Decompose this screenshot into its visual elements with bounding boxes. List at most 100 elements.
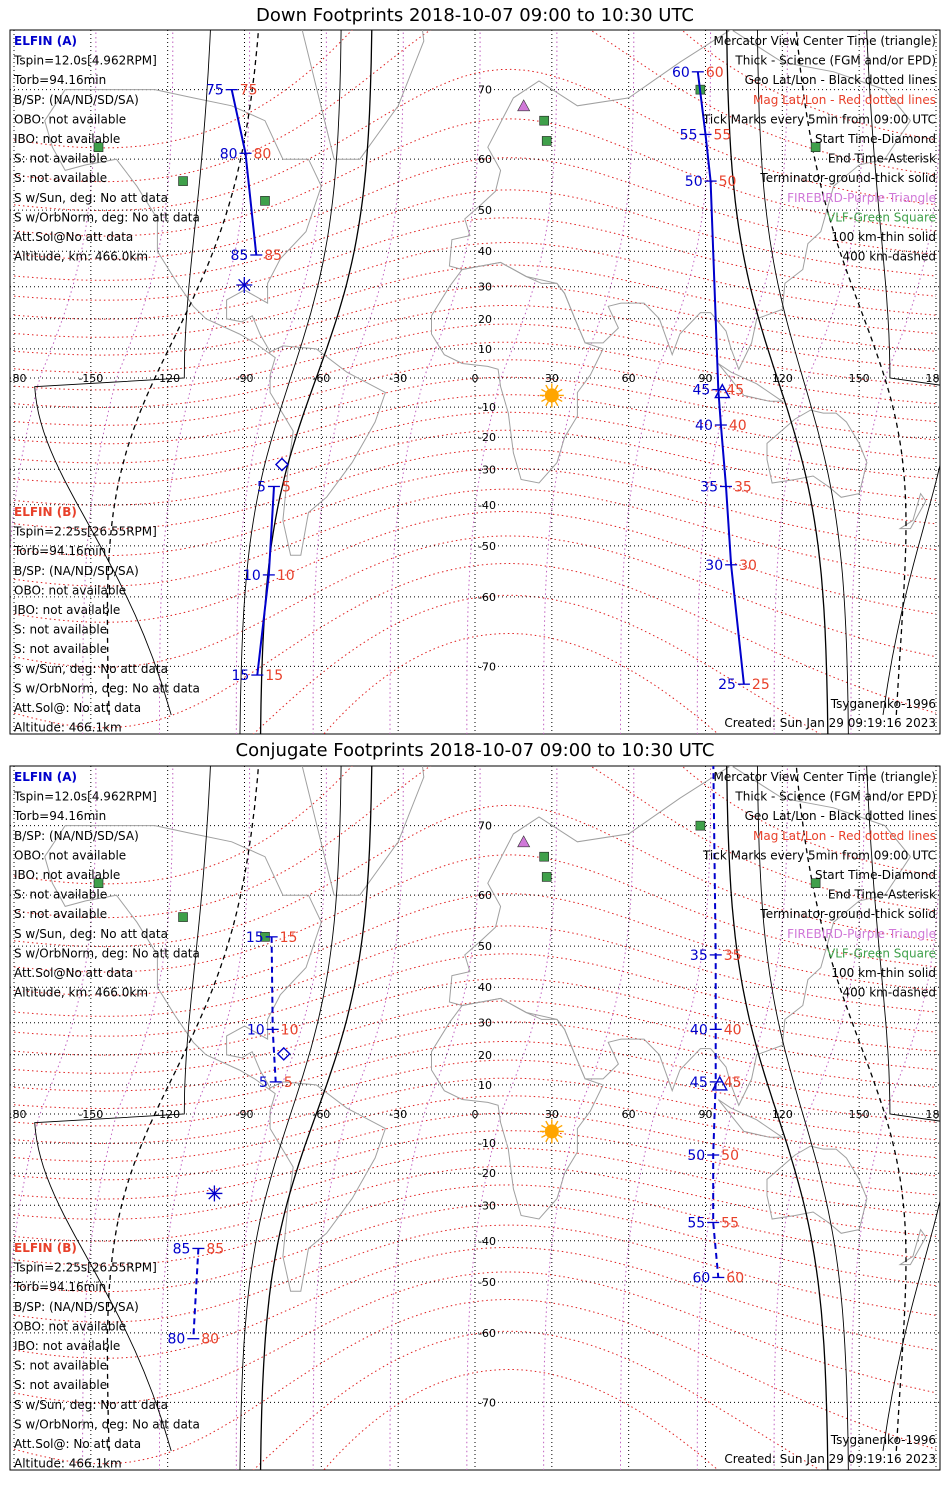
elfin-a-track-east-tick-label: 45 xyxy=(690,1075,708,1091)
elfin-a-track-east-mag-label: 55 xyxy=(714,127,732,143)
elfin-a-track-mag-label: 75 xyxy=(240,83,258,99)
elfin-a-track-tick-label: 5 xyxy=(259,1075,268,1091)
elfin-a-info-line: S w/Sun, deg: No att data xyxy=(14,191,168,205)
elfin-a-info-line: S w/OrbNorm, deg: No att data xyxy=(14,946,200,960)
lat-tick-label: 50 xyxy=(478,204,492,217)
conjugate-footprints-map: -180 -150 -120 -90 -60 -30 0 30 60 90 120 150 180 70 6… xyxy=(9,765,941,1471)
elfin-b-info-line: Tspin=2.25s[26.55RPM] xyxy=(13,525,157,539)
vlf-square-marker xyxy=(178,176,188,186)
elfin-b-track-mag-label: 10 xyxy=(277,568,295,584)
elfin-b-info-line: IBO: not available xyxy=(14,1339,120,1353)
mag-lon-line xyxy=(389,766,481,1470)
elfin-a-track-east-mag-label: 50 xyxy=(719,174,737,190)
lat-tick-label: -70 xyxy=(478,660,496,673)
coastline xyxy=(717,1099,784,1138)
lat-tick-label: 60 xyxy=(478,153,492,166)
vlf-square-marker xyxy=(178,912,188,922)
elfin-a-track-east-mag-label: 60 xyxy=(706,65,724,81)
elfin-a-info-line: S: not available xyxy=(14,152,107,166)
elfin-a-info-line: Altitude, km: 466.0km xyxy=(14,250,148,264)
elfin-a-info-line: IBO: not available xyxy=(14,868,120,882)
center-time-triangle xyxy=(711,1075,728,1091)
elfin-a-track-east-tick-label: 50 xyxy=(687,1148,705,1164)
lon-tick-label: -60 xyxy=(312,1108,330,1121)
elfin-b-info-line: Altitude: 466.1km xyxy=(14,721,122,735)
lon-tick-label: 0 xyxy=(472,372,479,385)
mag-lat-line xyxy=(13,448,937,530)
elfin-a-info-line: Tspin=12.0s[4.962RPM] xyxy=(13,790,157,804)
elfin-b-info-line: Altitude: 466.1km xyxy=(14,1457,122,1471)
elfin-a-track-east-mag-label: 60 xyxy=(726,1270,744,1286)
mag-lat-line xyxy=(13,1224,937,1323)
model-label: Tsyganenko-1996 xyxy=(830,697,936,711)
legend-entry: 400 km-dashed xyxy=(842,986,936,1000)
lat-tick-label: 50 xyxy=(478,940,492,953)
lat-tick-label: -70 xyxy=(478,1396,496,1409)
elfin-b-info-line: Torb=94.16min xyxy=(13,1280,106,1294)
legend-entry: Mercator View Center Time (triangle) xyxy=(714,34,936,48)
legend-entry: 100 km-thin solid xyxy=(831,230,936,244)
mag-lon-line xyxy=(235,30,327,734)
lat-tick-label: -10 xyxy=(478,401,496,414)
mag-lat-line xyxy=(13,467,937,557)
mag-lon-line xyxy=(543,766,635,1470)
coastline xyxy=(898,1228,927,1266)
sun-ray xyxy=(545,401,549,407)
elfin-a-info-line: S w/OrbNorm, deg: No att data xyxy=(14,210,200,224)
elfin-a-track-east-mag-label: 35 xyxy=(724,948,742,964)
mag-lon-line xyxy=(543,30,635,734)
mag-lon-line xyxy=(389,30,481,734)
elfin-a-track-tick-label: 85 xyxy=(230,248,248,264)
elfin-a-track-east-mag-label: 40 xyxy=(724,1022,742,1038)
elfin-a-info-line: S: not available xyxy=(14,888,107,902)
lon-tick-label: -30 xyxy=(389,1108,407,1121)
elfin-b-track-tick-label: 15 xyxy=(231,668,249,684)
coastline xyxy=(717,363,784,402)
terminator-ground-line xyxy=(726,30,829,734)
mag-lat-line xyxy=(13,1203,937,1293)
lat-tick-label: 10 xyxy=(478,1079,492,1092)
elfin-b-info-line: Att.Sol@: No att data xyxy=(14,701,141,715)
mag-lat-line xyxy=(13,30,937,149)
lon-tick-label: 90 xyxy=(699,372,713,385)
lon-tick-label: -120 xyxy=(155,1108,180,1121)
coastline xyxy=(766,409,868,498)
elfin-a-track-mag-label: 85 xyxy=(264,248,282,264)
elfin-b-info-line: IBO: not available xyxy=(14,603,120,617)
lat-tick-label: -50 xyxy=(478,540,496,553)
coastline xyxy=(301,30,425,160)
firebird-triangle-marker xyxy=(517,835,531,848)
mag-lat-line xyxy=(13,766,937,919)
coastline xyxy=(448,30,912,371)
lat-tick-label: 40 xyxy=(478,245,492,258)
elfin-a-track-east-tick-label: 45 xyxy=(692,383,710,399)
legend-entry: Mag Lat/Lon - Red dotted lines xyxy=(753,93,936,107)
lat-tick-label: -40 xyxy=(478,499,496,512)
mag-lon-line xyxy=(466,766,558,1470)
coastline xyxy=(766,1145,868,1234)
legend-entry: Mag Lat/Lon - Red dotted lines xyxy=(753,829,936,843)
lat-tick-label: -20 xyxy=(478,1167,496,1180)
lat-tick-label: -30 xyxy=(478,463,496,476)
sun-ray xyxy=(554,401,559,407)
mag-lat-line xyxy=(13,189,937,281)
elfin-a-track-east-tick-label: 60 xyxy=(692,1270,710,1286)
lat-tick-label: 30 xyxy=(478,1017,492,1030)
mag-lon-line xyxy=(696,766,788,1470)
sun-ray xyxy=(545,1120,549,1126)
elfin-b-track-mag-label: 80 xyxy=(201,1332,219,1348)
mag-lon-line xyxy=(466,30,558,734)
mag-lat-line xyxy=(13,1130,937,1200)
elfin-a-track-east-tick-label: 30 xyxy=(705,558,723,574)
lat-tick-label: -20 xyxy=(478,431,496,444)
model-label: Tsyganenko-1996 xyxy=(830,1433,936,1447)
elfin-a-info-line: Torb=94.16min xyxy=(13,73,106,87)
elfin-a-info-line: B/SP: (NA/ND/SD/SA) xyxy=(14,93,139,107)
elfin-a-track-east-tick-label: 55 xyxy=(687,1215,705,1231)
sun-ray xyxy=(541,398,547,403)
vlf-square-marker xyxy=(695,820,706,831)
elfin-b-info-line: S: not available xyxy=(14,1359,107,1373)
legend-entry: FIREBIRD-Purple Triangle xyxy=(787,191,936,205)
sun-ray xyxy=(541,1124,547,1129)
lon-tick-label: 180 xyxy=(926,372,947,385)
